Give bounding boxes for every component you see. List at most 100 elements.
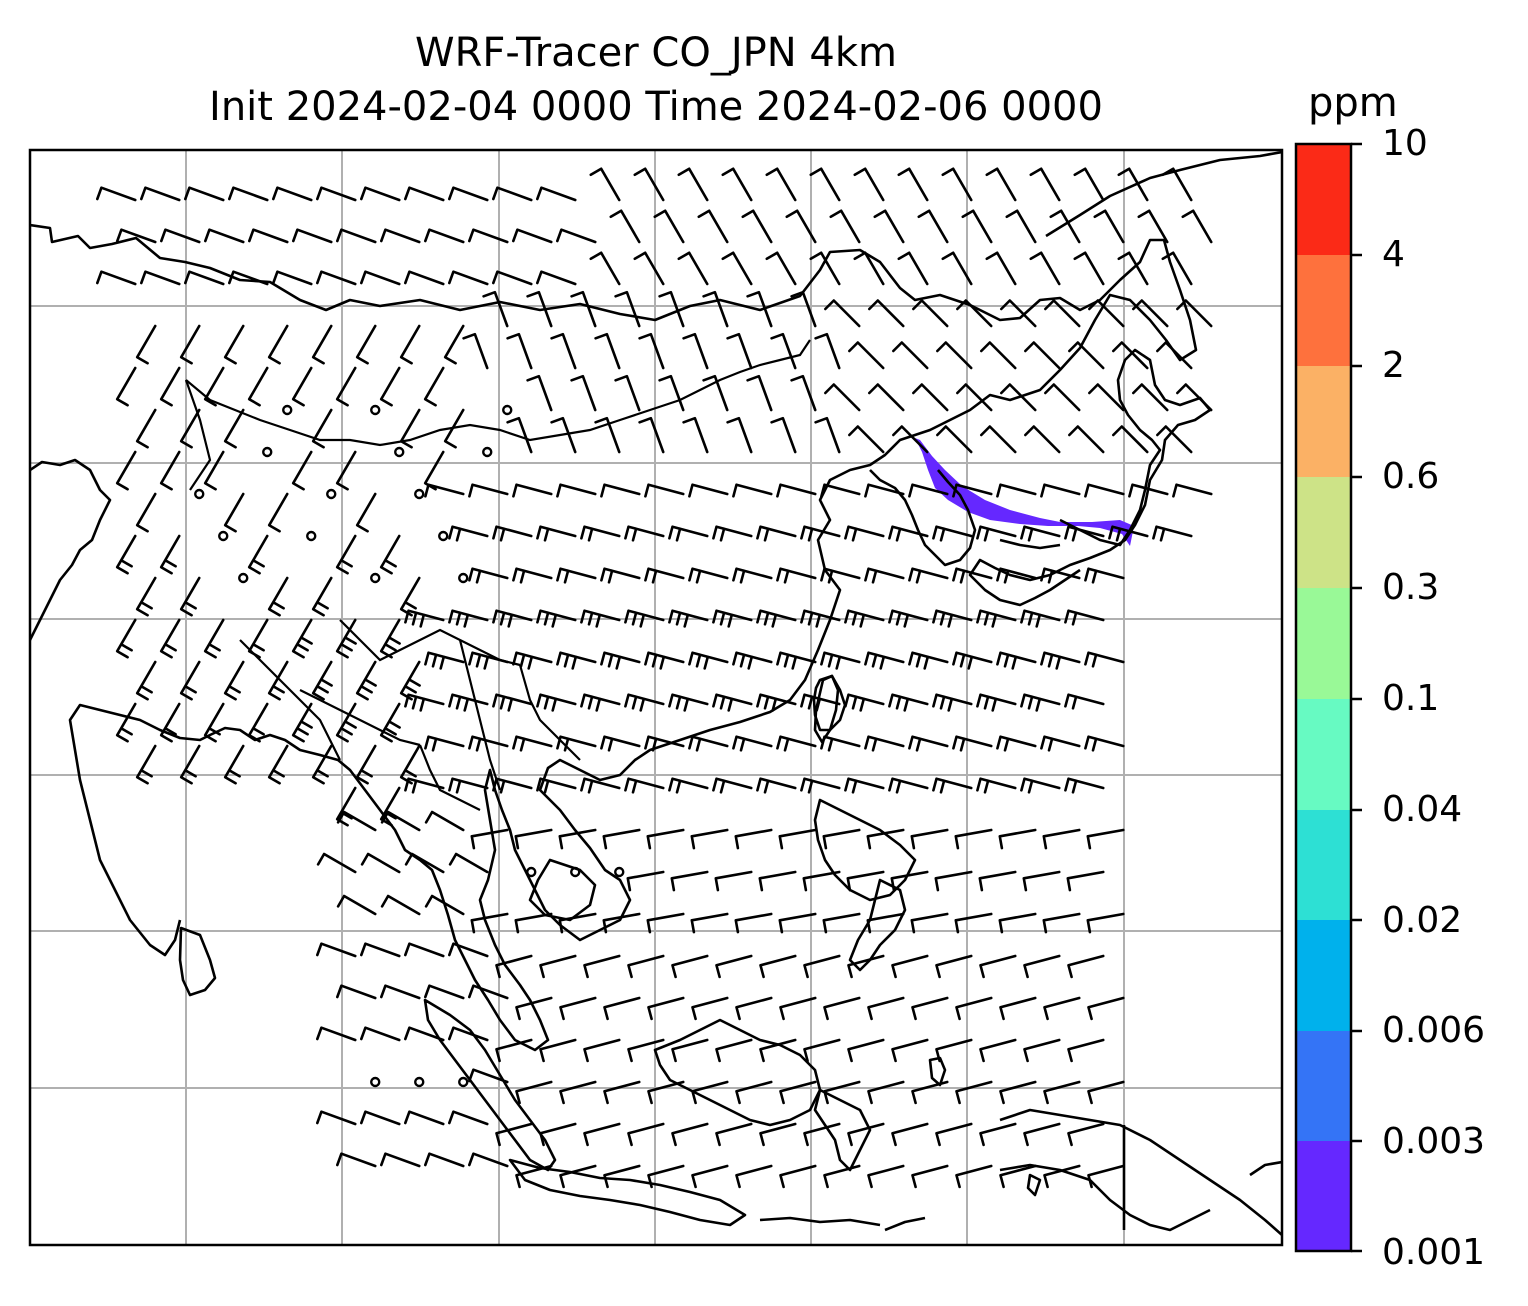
- wind-barb: [311, 408, 333, 449]
- wind-barb: [779, 1080, 817, 1105]
- wind-barb: [580, 693, 621, 712]
- wind-barb: [732, 567, 773, 584]
- wind-barb: [908, 735, 949, 752]
- wind-barb: [941, 167, 973, 202]
- wind-barb: [558, 828, 597, 850]
- wind-barb: [956, 299, 993, 328]
- wind-barb: [891, 954, 929, 979]
- wind-barb: [647, 996, 685, 1021]
- wind-barb: [911, 1164, 949, 1189]
- wind-barb: [644, 651, 685, 670]
- wind-barb: [932, 525, 973, 542]
- wind-barb: [1023, 1038, 1061, 1063]
- wind-barb: [715, 954, 753, 979]
- wind-barb: [1043, 1080, 1081, 1105]
- calm-wind-marker: [526, 866, 537, 878]
- wind-barb: [644, 567, 685, 584]
- wind-barb: [888, 693, 929, 712]
- wind-barb: [247, 618, 269, 659]
- wind-barb: [800, 693, 841, 712]
- wind-barb: [712, 525, 753, 542]
- calm-wind-marker: [438, 530, 449, 542]
- wind-barb: [671, 1038, 709, 1063]
- wind-barb: [908, 567, 949, 584]
- wind-barb: [1108, 525, 1149, 542]
- wind-barb: [824, 299, 861, 328]
- wind-barb: [495, 1122, 533, 1147]
- wind-barb: [1086, 912, 1125, 934]
- wind-barb: [291, 702, 313, 743]
- wind-barb: [492, 609, 533, 628]
- wind-barb: [844, 525, 885, 542]
- wind-barb: [954, 828, 993, 850]
- wind-barb: [644, 483, 685, 498]
- wind-barb: [336, 1152, 377, 1168]
- wind-barb: [691, 996, 729, 1021]
- wind-barb: [688, 567, 729, 584]
- wind-barb: [892, 341, 929, 370]
- calm-wind-marker: [570, 866, 581, 878]
- wind-barb: [848, 425, 885, 454]
- wind-barb: [1066, 870, 1105, 892]
- wind-barb: [1084, 567, 1125, 584]
- calm-wind-marker: [326, 488, 337, 500]
- wind-barb: [823, 1164, 861, 1189]
- wind-barb: [658, 290, 685, 328]
- wind-barb: [823, 996, 861, 1021]
- wind-barb: [658, 374, 685, 412]
- wind-barb: [556, 567, 597, 584]
- wind-barb: [424, 1152, 465, 1168]
- wind-barb: [311, 744, 333, 785]
- wind-barb: [853, 167, 885, 202]
- wind-barb: [976, 525, 1017, 542]
- wind-barb: [824, 383, 861, 412]
- wind-barb: [448, 270, 489, 286]
- wind-barb: [360, 1026, 401, 1042]
- wind-barb: [115, 618, 137, 659]
- wind-barb: [1073, 251, 1105, 286]
- wind-barb: [380, 894, 421, 916]
- wind-barb: [1040, 651, 1081, 670]
- wind-barb: [379, 618, 401, 659]
- colorbar-box-8: [1296, 255, 1351, 366]
- wind-barb: [688, 483, 729, 498]
- wind-barb: [803, 1038, 841, 1063]
- colorbar-ticks: [1351, 142, 1362, 1253]
- wind-barb: [690, 912, 729, 934]
- wind-barb: [335, 534, 357, 575]
- wind-barb: [203, 366, 225, 407]
- wind-barb: [515, 1080, 553, 1105]
- wind-barb: [908, 483, 949, 498]
- wind-barb: [770, 332, 797, 370]
- wind-barb: [776, 567, 817, 584]
- wind-barb: [468, 228, 509, 244]
- wind-barb: [820, 483, 861, 498]
- wind-barb: [291, 450, 313, 491]
- wind-barb: [979, 1038, 1017, 1063]
- calm-wind-marker: [614, 866, 625, 878]
- wind-barb: [404, 942, 445, 958]
- wind-barb: [638, 416, 665, 454]
- wind-barb: [468, 984, 509, 1000]
- wind-barb: [424, 228, 465, 244]
- wind-barb: [626, 870, 665, 892]
- wind-barb: [644, 735, 685, 752]
- wind-barb: [822, 912, 861, 934]
- wind-barb: [756, 693, 797, 712]
- calm-wind-marker: [194, 488, 205, 500]
- wind-barb: [536, 777, 577, 794]
- wind-barb: [335, 618, 357, 659]
- wind-barb: [758, 870, 797, 892]
- wind-barb: [292, 228, 333, 244]
- wind-barb: [116, 228, 157, 244]
- wind-barb: [559, 1080, 597, 1105]
- wind-barb: [311, 660, 333, 701]
- wind-barb: [448, 852, 489, 874]
- wind-barb: [697, 209, 729, 244]
- wind-barb: [159, 702, 181, 743]
- wind-barb: [247, 534, 269, 575]
- wind-barb: [228, 270, 269, 286]
- wind-barb: [424, 735, 465, 752]
- wind-barb: [448, 186, 489, 202]
